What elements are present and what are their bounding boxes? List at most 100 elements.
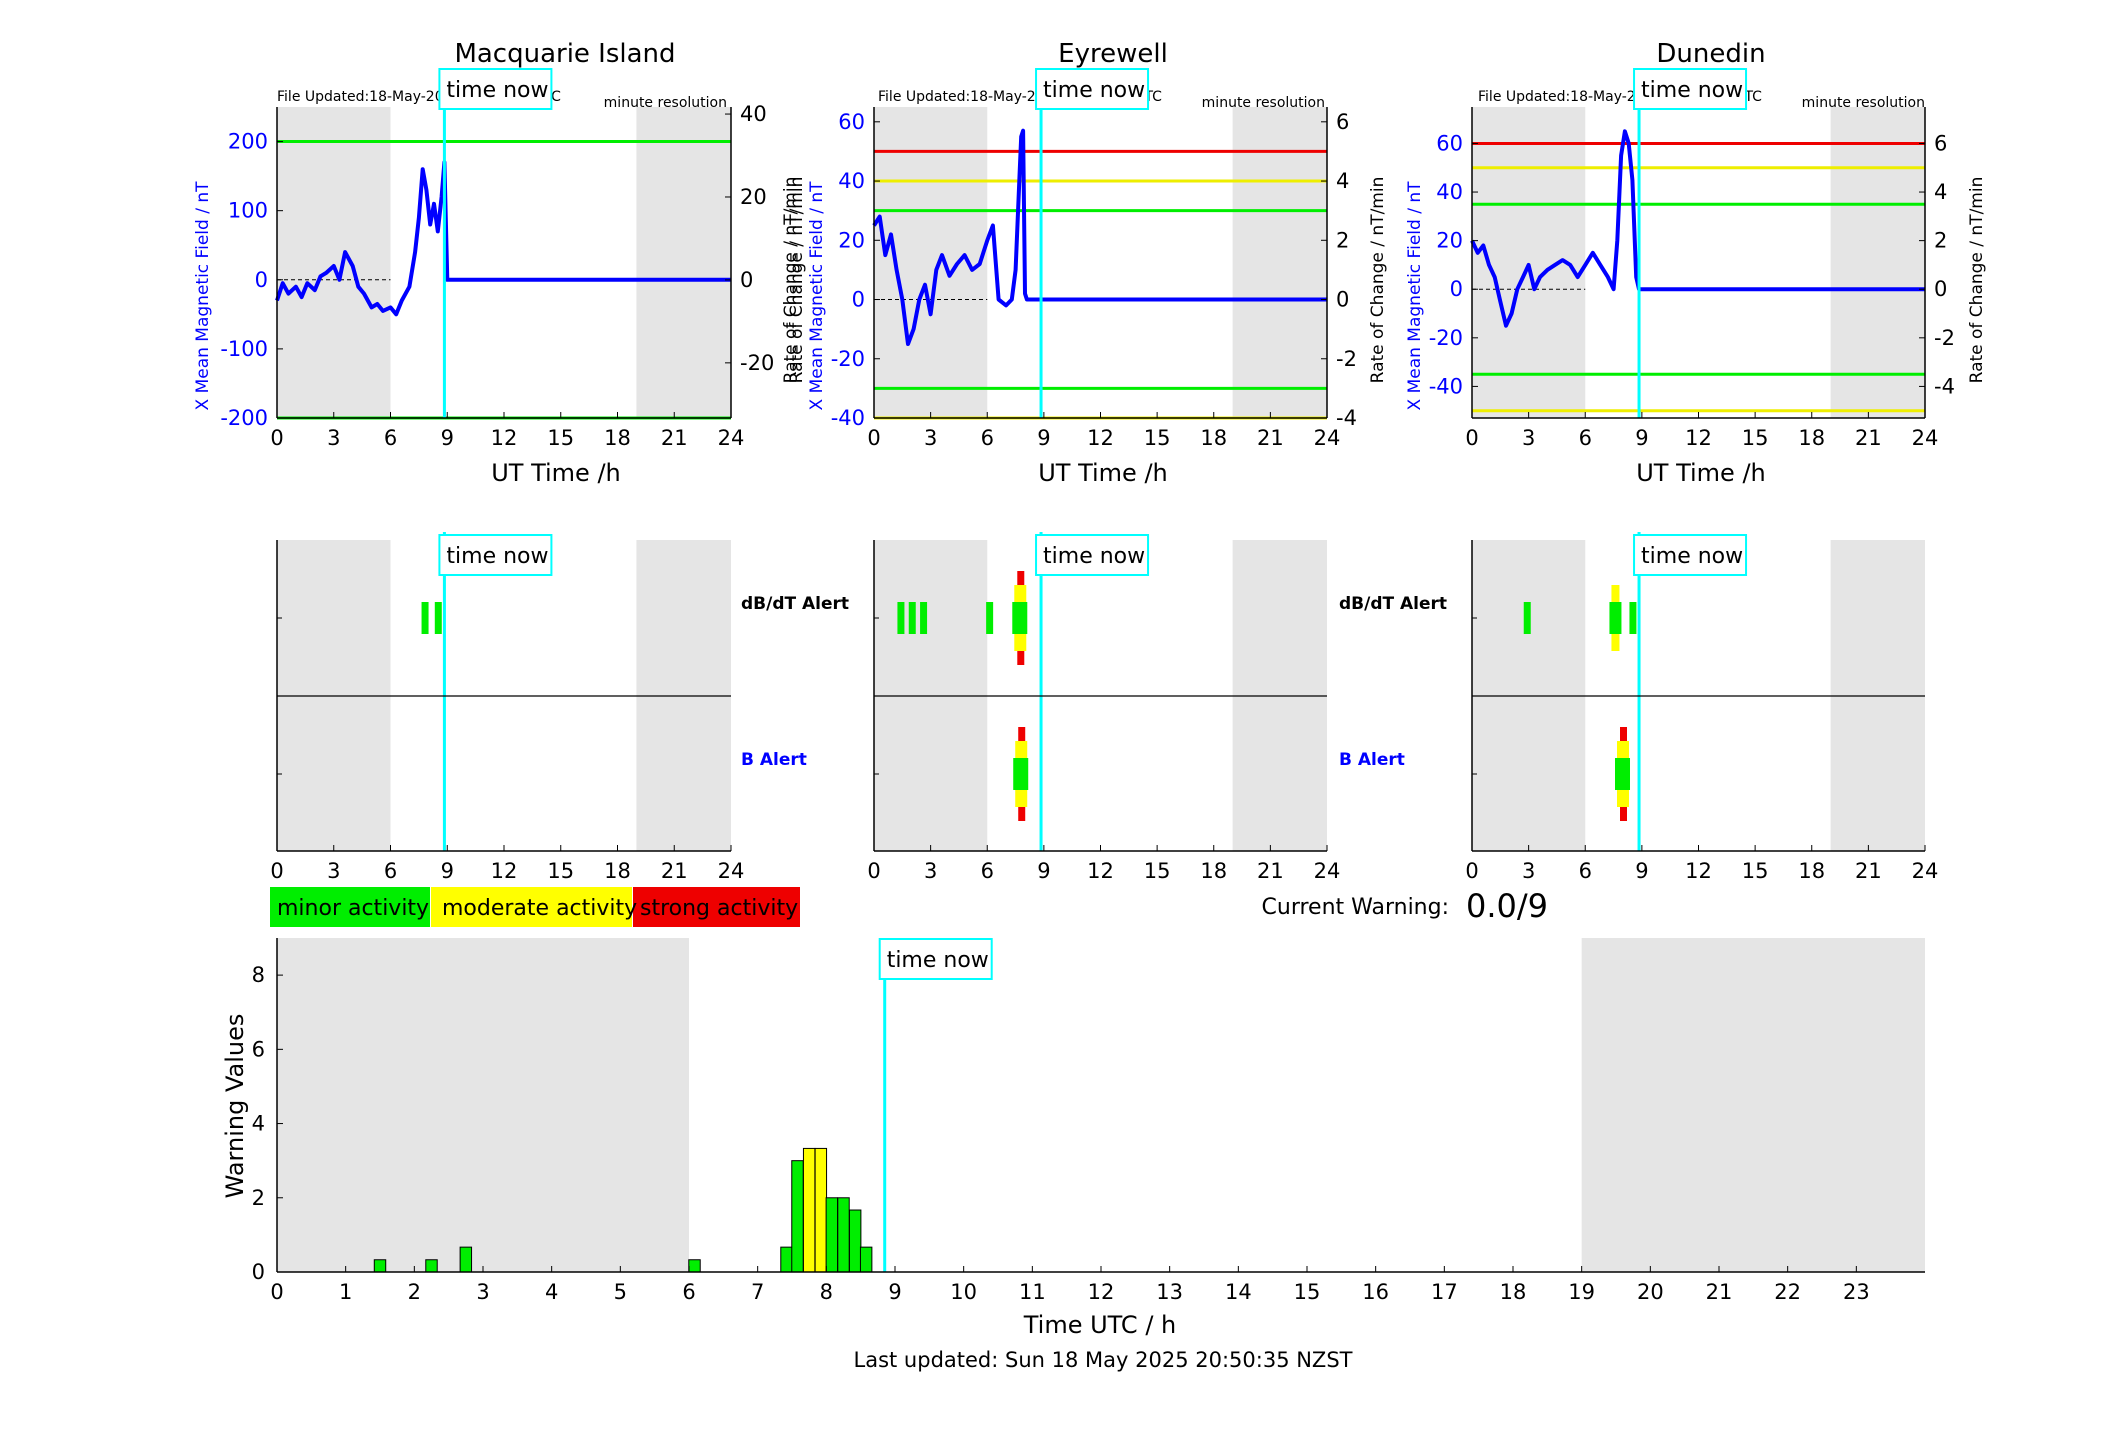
night-shade	[1232, 107, 1327, 418]
time-now-box	[1035, 534, 1150, 576]
legend-minor-label: minor activity	[277, 896, 429, 921]
x-tick-label: 9	[888, 1280, 901, 1304]
x-tick-label: 12	[1685, 859, 1712, 883]
warning-bar	[848, 1209, 862, 1273]
x-tick-label: 4	[545, 1280, 558, 1304]
panel-eyrewell-field: Eyrewell File Updated:18-May-2025 08:50:…	[787, 39, 1388, 487]
x-tick-label: 9	[1037, 426, 1050, 450]
x-tick-label: 6	[981, 426, 994, 450]
y-tick-label: 6	[252, 1037, 265, 1061]
x-tick-label: 12	[1087, 859, 1114, 883]
y-tick-left-label: -200	[220, 406, 268, 430]
y-tick-left-label: 20	[1436, 229, 1463, 253]
y-tick-right-label: 0	[740, 268, 753, 292]
alert-marker-minor	[1629, 602, 1637, 634]
x-axis-label: Time UTC / h	[1023, 1311, 1177, 1339]
warning-bar	[837, 1197, 850, 1273]
x-tick-label: 23	[1843, 1280, 1870, 1304]
alert-marker-minor	[1523, 602, 1531, 634]
field-series-line	[872, 128, 1327, 346]
night-shade	[1830, 107, 1925, 418]
x-tick-label: 15	[1742, 859, 1769, 883]
legend-minor-swatch	[270, 887, 430, 927]
x-axis-label: UT Time /h	[1636, 459, 1766, 487]
panel-title: Macquarie Island	[454, 39, 675, 69]
time-now-box	[1633, 534, 1748, 576]
x-tick-label: 24	[1314, 859, 1341, 883]
time-now-label: time now	[887, 948, 989, 973]
y-tick-right-label: 0	[1934, 277, 1947, 301]
warning-bar	[780, 1246, 793, 1273]
y-tick-right-label: -2	[1934, 326, 1955, 350]
time-now-label: time now	[1043, 544, 1145, 569]
y-tick-right-label: 20	[740, 185, 767, 209]
x-tick-label: 15	[1144, 859, 1171, 883]
dbdt-alert-label: dB/dT Alert	[1339, 594, 1447, 614]
panel-title: Eyrewell	[1058, 39, 1168, 69]
x-tick-label: 0	[867, 859, 880, 883]
y-tick-left-label: 100	[228, 199, 268, 223]
current-warning-label: Current Warning:	[1262, 895, 1449, 920]
panel-macquarie-field: Macquarie Island File Updated:18-May-202…	[193, 39, 801, 487]
x-tick-label: 22	[1774, 1280, 1801, 1304]
night-shade	[636, 107, 731, 418]
y-tick-left-label: 0	[852, 288, 865, 312]
dbdt-alert-label: dB/dT Alert	[741, 594, 849, 614]
x-tick-label: 18	[1200, 426, 1227, 450]
y-tick-left-label: 0	[255, 268, 268, 292]
y-tick-right-label: 4	[1934, 180, 1947, 204]
y-axis-right-label: Rate of Change / nT/min	[1967, 177, 1987, 384]
warning-bar	[459, 1246, 473, 1273]
panel-dunedin-alerts: time now 0 3 6 9 12 15 18 21 24	[1465, 532, 1938, 883]
x-tick-label: 8	[820, 1280, 833, 1304]
x-tick-label: 0	[867, 426, 880, 450]
time-now-box	[1633, 68, 1748, 110]
alert-marker-minor	[986, 602, 994, 634]
x-tick-label: 5	[614, 1280, 627, 1304]
x-tick-label: 12	[1088, 1280, 1115, 1304]
x-tick-label: 3	[1522, 426, 1535, 450]
x-tick-label: 13	[1156, 1280, 1183, 1304]
x-tick-label: 10	[950, 1280, 977, 1304]
panel-eyrewell-alerts: time now 0 3 6 9 12 15 18 21 24 dB/dT Alert B Ale…	[867, 532, 1447, 883]
warning-bar	[802, 1147, 816, 1273]
legend-strong-swatch	[633, 887, 800, 927]
b-alert-label: B Alert	[741, 750, 807, 770]
x-tick-label: 14	[1225, 1280, 1252, 1304]
y-axis-right-label: Rate of Change / nT/min	[781, 177, 801, 384]
warning-bar	[791, 1160, 804, 1273]
x-tick-label: 16	[1362, 1280, 1389, 1304]
x-tick-label: 0	[270, 426, 283, 450]
x-tick-label: 15	[547, 859, 574, 883]
y-tick-right-label: -4	[1934, 374, 1955, 398]
x-tick-label: 12	[491, 859, 518, 883]
warning-bar	[373, 1259, 387, 1273]
y-axis-left-label: X Mean Magnetic Field / nT	[193, 181, 213, 411]
x-tick-label: 18	[604, 426, 631, 450]
alert-marker-minor	[1615, 758, 1630, 790]
x-tick-label: 0	[270, 1280, 283, 1304]
alert-marker-minor	[434, 602, 442, 634]
time-now-box	[438, 534, 553, 576]
x-tick-label: 21	[1855, 426, 1882, 450]
x-tick-label: 12	[1685, 426, 1712, 450]
y-tick-right-label: 0	[1336, 288, 1349, 312]
time-now-box	[1035, 68, 1150, 110]
y-tick-right-label: 2	[1336, 228, 1349, 252]
warning-bar	[425, 1259, 438, 1273]
x-axis-label: UT Time /h	[1038, 459, 1168, 487]
time-now-label: time now	[1641, 78, 1743, 103]
y-tick-left-label: -40	[831, 406, 865, 430]
x-tick-label: 2	[408, 1280, 421, 1304]
x-tick-label: 17	[1431, 1280, 1458, 1304]
x-tick-label: 9	[1635, 859, 1648, 883]
x-tick-label: 11	[1019, 1280, 1046, 1304]
legend-moderate-label: moderate activity	[442, 896, 637, 921]
x-tick-label: 24	[718, 859, 745, 883]
y-tick-label: 8	[252, 963, 265, 987]
time-now-box	[878, 938, 993, 980]
x-tick-label: 3	[327, 426, 340, 450]
y-tick-left-label: 60	[1436, 131, 1463, 155]
y-axis-right-label: Rate of Change / nT/min	[1368, 177, 1388, 384]
